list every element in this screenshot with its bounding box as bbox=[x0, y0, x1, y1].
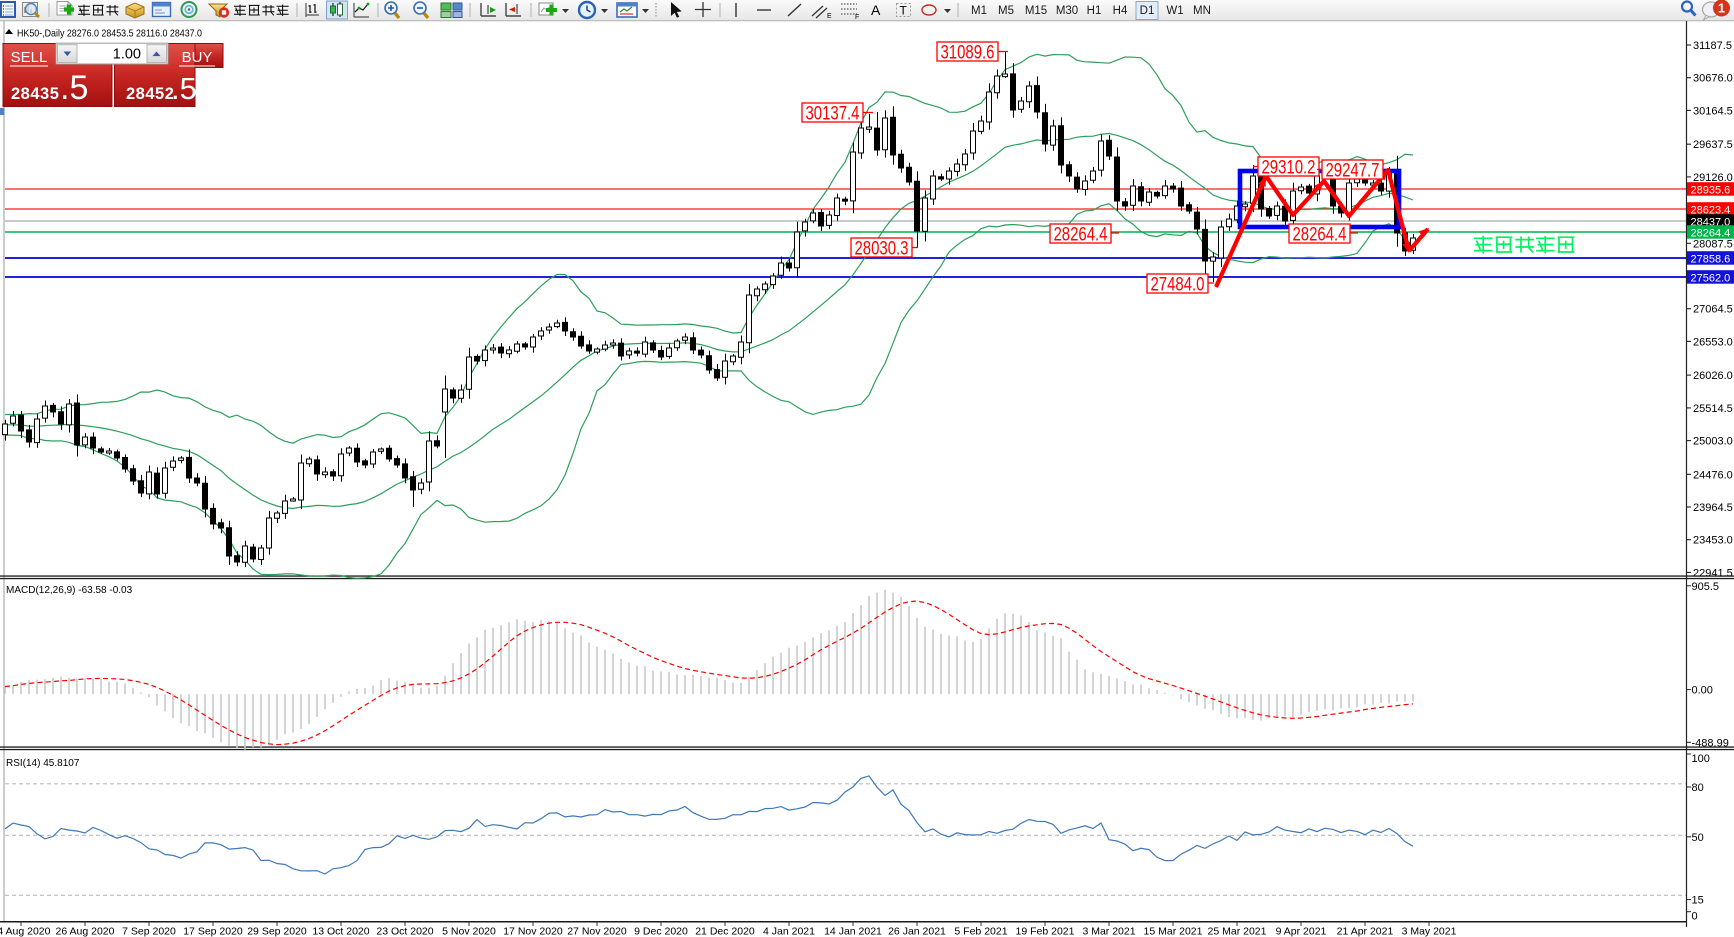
svg-text:31089.6: 31089.6 bbox=[941, 43, 995, 64]
svg-text:1: 1 bbox=[1718, 1, 1725, 16]
svg-text:30164.5: 30164.5 bbox=[1693, 105, 1733, 117]
svg-text:28935.6: 28935.6 bbox=[1691, 184, 1731, 196]
svg-text:25003.0: 25003.0 bbox=[1693, 436, 1733, 448]
svg-text:27 Nov 2020: 27 Nov 2020 bbox=[567, 926, 627, 937]
svg-text:5 Nov 2020: 5 Nov 2020 bbox=[442, 926, 496, 937]
svg-text:E: E bbox=[827, 13, 832, 20]
svg-text:27484.0: 27484.0 bbox=[1151, 275, 1205, 296]
svg-text:4 Jan 2021: 4 Jan 2021 bbox=[763, 926, 815, 937]
svg-text:27064.5: 27064.5 bbox=[1693, 304, 1733, 316]
svg-text:M30: M30 bbox=[1056, 5, 1078, 17]
svg-text:.5: .5 bbox=[60, 69, 88, 107]
svg-text:RSI(14) 45.8107: RSI(14) 45.8107 bbox=[6, 758, 80, 769]
svg-text:3 Mar 2021: 3 Mar 2021 bbox=[1082, 926, 1135, 937]
svg-text:1.00: 1.00 bbox=[113, 47, 141, 63]
svg-text:T: T bbox=[900, 4, 908, 18]
svg-text:-488.99: -488.99 bbox=[1692, 737, 1729, 749]
svg-text:27858.6: 27858.6 bbox=[1691, 253, 1731, 265]
svg-text:22941.5: 22941.5 bbox=[1693, 567, 1733, 579]
svg-text:M1: M1 bbox=[971, 5, 987, 17]
svg-text:17 Nov 2020: 17 Nov 2020 bbox=[503, 926, 563, 937]
svg-text:25 Mar 2021: 25 Mar 2021 bbox=[1208, 926, 1267, 937]
svg-text:26553.0: 26553.0 bbox=[1693, 336, 1733, 348]
svg-text:3 May 2021: 3 May 2021 bbox=[1402, 926, 1457, 937]
svg-text:28452: 28452 bbox=[126, 85, 174, 103]
svg-text:905.5: 905.5 bbox=[1692, 581, 1720, 593]
svg-text:17 Sep 2020: 17 Sep 2020 bbox=[183, 926, 243, 937]
svg-text:23 Oct 2020: 23 Oct 2020 bbox=[376, 926, 433, 937]
svg-text:D1: D1 bbox=[1140, 5, 1155, 17]
svg-text:28435: 28435 bbox=[11, 85, 59, 103]
svg-text:28087.5: 28087.5 bbox=[1693, 238, 1733, 250]
svg-text:A: A bbox=[871, 2, 881, 18]
svg-text:W1: W1 bbox=[1166, 5, 1183, 17]
svg-text:15: 15 bbox=[1692, 895, 1704, 907]
svg-text:7 Sep 2020: 7 Sep 2020 bbox=[122, 926, 176, 937]
svg-text:SELL: SELL bbox=[11, 49, 48, 66]
svg-text:29247.7: 29247.7 bbox=[1326, 161, 1380, 182]
svg-text:29637.5: 29637.5 bbox=[1693, 139, 1733, 151]
svg-text:MACD(12,26,9) -63.58 -0.03: MACD(12,26,9) -63.58 -0.03 bbox=[6, 585, 133, 596]
svg-text:9 Apr 2021: 9 Apr 2021 bbox=[1276, 926, 1327, 937]
svg-text:H4: H4 bbox=[1113, 5, 1128, 17]
svg-text:80: 80 bbox=[1692, 782, 1704, 794]
svg-text:.5: .5 bbox=[171, 71, 197, 106]
svg-text:28264.4: 28264.4 bbox=[1293, 225, 1347, 246]
svg-text:19 Feb 2021: 19 Feb 2021 bbox=[1016, 926, 1075, 937]
svg-text:0.00: 0.00 bbox=[1692, 685, 1713, 697]
svg-text:MN: MN bbox=[1193, 5, 1211, 17]
svg-text:0: 0 bbox=[1692, 911, 1698, 923]
svg-text:BUY: BUY bbox=[182, 49, 213, 66]
svg-text:28264.4: 28264.4 bbox=[1054, 225, 1108, 246]
svg-text:29 Sep 2020: 29 Sep 2020 bbox=[247, 926, 307, 937]
svg-text:M15: M15 bbox=[1025, 5, 1047, 17]
svg-text:M5: M5 bbox=[998, 5, 1014, 17]
svg-text:23453.0: 23453.0 bbox=[1693, 535, 1733, 547]
svg-text:13 Oct 2020: 13 Oct 2020 bbox=[312, 926, 369, 937]
svg-text:15 Mar 2021: 15 Mar 2021 bbox=[1144, 926, 1203, 937]
svg-text:H1: H1 bbox=[1087, 5, 1102, 17]
svg-text:30137.4: 30137.4 bbox=[806, 104, 860, 125]
svg-text:26026.0: 26026.0 bbox=[1693, 370, 1733, 382]
svg-text:HK50-,Daily 28276.0 28453.5 2: HK50-,Daily 28276.0 28453.5 28116.0 2843… bbox=[17, 28, 202, 40]
svg-text:27562.0: 27562.0 bbox=[1691, 272, 1731, 284]
svg-text:100: 100 bbox=[1692, 753, 1710, 765]
svg-text:26 Aug 2020: 26 Aug 2020 bbox=[56, 926, 115, 937]
svg-text:21 Apr 2021: 21 Apr 2021 bbox=[1337, 926, 1394, 937]
svg-text:30676.0: 30676.0 bbox=[1693, 73, 1733, 85]
svg-text:9 Dec 2020: 9 Dec 2020 bbox=[634, 926, 688, 937]
svg-text:5 Feb 2021: 5 Feb 2021 bbox=[954, 926, 1007, 937]
svg-text:25514.5: 25514.5 bbox=[1693, 403, 1733, 415]
svg-text:14 Jan 2021: 14 Jan 2021 bbox=[824, 926, 882, 937]
svg-text:21 Dec 2020: 21 Dec 2020 bbox=[695, 926, 755, 937]
svg-text:29310.2: 29310.2 bbox=[1262, 158, 1316, 179]
svg-text:14 Aug 2020: 14 Aug 2020 bbox=[0, 926, 51, 937]
svg-text:24476.0: 24476.0 bbox=[1693, 469, 1733, 481]
svg-text:26 Jan 2021: 26 Jan 2021 bbox=[888, 926, 946, 937]
svg-text:29126.0: 29126.0 bbox=[1693, 172, 1733, 184]
svg-text:28030.3: 28030.3 bbox=[855, 239, 909, 260]
svg-text:28264.4: 28264.4 bbox=[1691, 227, 1731, 239]
svg-text:23964.5: 23964.5 bbox=[1693, 502, 1733, 514]
svg-text:28623.4: 28623.4 bbox=[1691, 204, 1731, 216]
svg-text:F: F bbox=[855, 14, 859, 21]
svg-text:31187.5: 31187.5 bbox=[1693, 40, 1732, 52]
svg-text:50: 50 bbox=[1692, 832, 1704, 844]
